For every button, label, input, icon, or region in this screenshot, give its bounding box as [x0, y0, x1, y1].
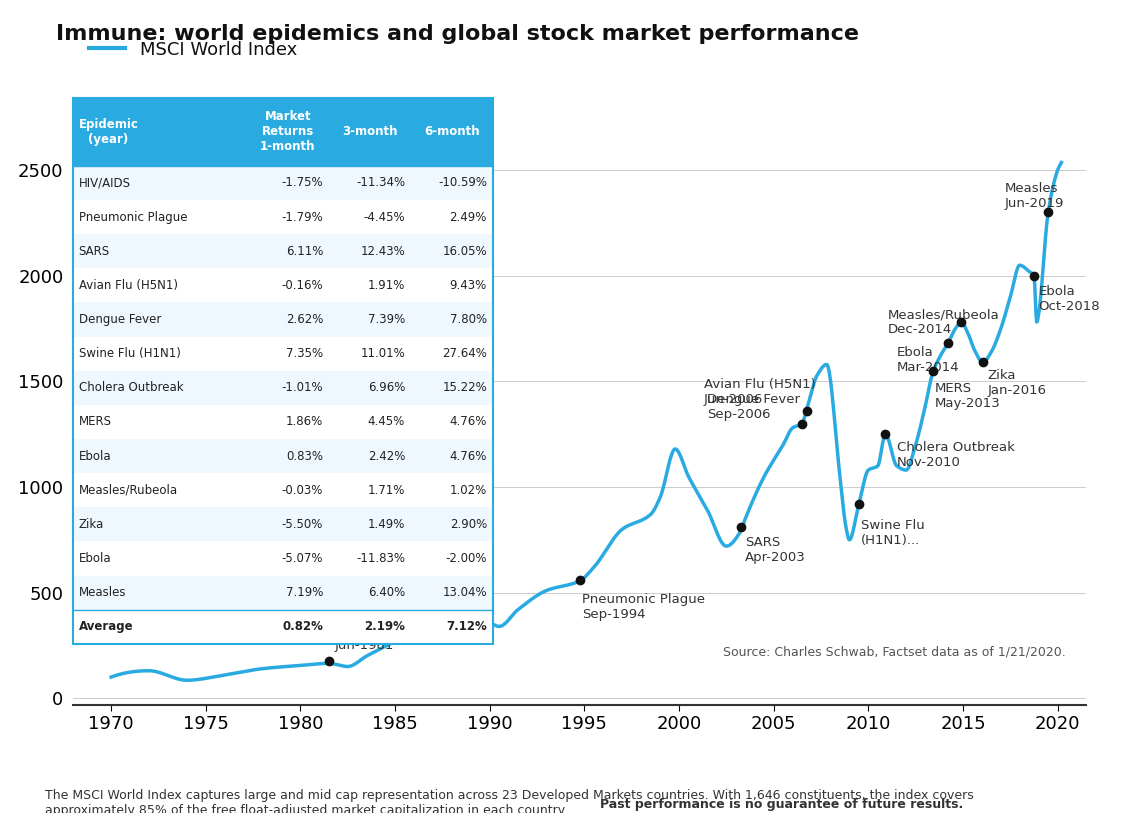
Text: -1.79%: -1.79% — [282, 211, 323, 224]
Text: Past performance is no guarantee of future results.: Past performance is no guarantee of futu… — [600, 798, 964, 811]
Text: 6-month: 6-month — [424, 125, 479, 138]
Text: -11.83%: -11.83% — [356, 552, 405, 565]
Text: 4.45%: 4.45% — [368, 415, 405, 428]
Text: Pneumonic Plague
Sep-1994: Pneumonic Plague Sep-1994 — [582, 593, 706, 621]
Text: 7.19%: 7.19% — [286, 586, 323, 599]
Text: Cholera Outbreak
Nov-2010: Cholera Outbreak Nov-2010 — [896, 441, 1014, 469]
Text: -0.03%: -0.03% — [282, 484, 323, 497]
Text: SARS: SARS — [79, 245, 110, 258]
Text: Ebola
Oct-2018: Ebola Oct-2018 — [1039, 285, 1101, 313]
Text: -11.34%: -11.34% — [356, 176, 405, 189]
Text: Average: Average — [79, 620, 134, 633]
Text: Measles: Measles — [79, 586, 126, 599]
Text: Avian Flu (H5N1)
Jun-2006: Avian Flu (H5N1) Jun-2006 — [703, 378, 816, 406]
Text: 16.05%: 16.05% — [442, 245, 487, 258]
Text: Avian Flu (H5N1): Avian Flu (H5N1) — [79, 279, 177, 292]
Text: 27.64%: 27.64% — [442, 347, 487, 360]
Text: -10.59%: -10.59% — [438, 176, 487, 189]
Text: 1.49%: 1.49% — [368, 518, 405, 531]
Text: Measles/Rubeola
Dec-2014: Measles/Rubeola Dec-2014 — [888, 308, 999, 337]
Text: 12.43%: 12.43% — [360, 245, 405, 258]
Text: 13.04%: 13.04% — [442, 586, 487, 599]
Text: 6.96%: 6.96% — [368, 381, 405, 394]
Text: 3-month: 3-month — [342, 125, 397, 138]
Text: 1.02%: 1.02% — [450, 484, 487, 497]
Text: 2.90%: 2.90% — [450, 518, 487, 531]
Text: 9.43%: 9.43% — [450, 279, 487, 292]
Text: 7.39%: 7.39% — [368, 313, 405, 326]
Text: 15.22%: 15.22% — [442, 381, 487, 394]
Text: Immune: world epidemics and global stock market performance: Immune: world epidemics and global stock… — [56, 24, 859, 45]
Text: -1.75%: -1.75% — [282, 176, 323, 189]
Text: 2.42%: 2.42% — [368, 450, 405, 463]
Text: Pneumonic Plague: Pneumonic Plague — [79, 211, 187, 224]
Text: HIV/AIDS
Jun-1981: HIV/AIDS Jun-1981 — [334, 624, 394, 652]
Text: MERS: MERS — [79, 415, 111, 428]
Legend: MSCI World Index: MSCI World Index — [82, 33, 304, 66]
Text: 7.12%: 7.12% — [447, 620, 487, 633]
Text: -1.01%: -1.01% — [282, 381, 323, 394]
Text: Dengue Fever
Sep-2006: Dengue Fever Sep-2006 — [708, 393, 800, 421]
Text: -5.07%: -5.07% — [282, 552, 323, 565]
Text: -5.50%: -5.50% — [282, 518, 323, 531]
Text: 0.83%: 0.83% — [286, 450, 323, 463]
Text: Zika
Jan-2016: Zika Jan-2016 — [987, 369, 1047, 398]
Text: Market
Returns
1-month: Market Returns 1-month — [260, 111, 315, 153]
Text: Cholera Outbreak: Cholera Outbreak — [79, 381, 183, 394]
Text: -4.45%: -4.45% — [364, 211, 405, 224]
Text: 2.62%: 2.62% — [286, 313, 323, 326]
Text: 4.76%: 4.76% — [450, 450, 487, 463]
Text: 1.91%: 1.91% — [368, 279, 405, 292]
Text: -2.00%: -2.00% — [445, 552, 487, 565]
Text: 6.40%: 6.40% — [368, 586, 405, 599]
Text: Dengue Fever: Dengue Fever — [79, 313, 160, 326]
Text: 4.76%: 4.76% — [450, 415, 487, 428]
Text: 7.35%: 7.35% — [286, 347, 323, 360]
Text: Ebola: Ebola — [79, 552, 111, 565]
Text: Source: Charles Schwab, Factset data as of 1/21/2020.: Source: Charles Schwab, Factset data as … — [723, 646, 1066, 659]
Text: Ebola
Mar-2014: Ebola Mar-2014 — [896, 346, 959, 374]
Text: Ebola: Ebola — [79, 450, 111, 463]
Text: MERS
May-2013: MERS May-2013 — [935, 382, 1001, 411]
Text: 1.86%: 1.86% — [286, 415, 323, 428]
Text: Swine Flu
(H1N1)...: Swine Flu (H1N1)... — [861, 520, 925, 547]
Text: 1.71%: 1.71% — [368, 484, 405, 497]
Text: HIV/AIDS: HIV/AIDS — [79, 176, 130, 189]
Text: The MSCI World Index captures large and mid cap representation across 23 Develop: The MSCI World Index captures large and … — [45, 789, 974, 813]
Text: 6.11%: 6.11% — [286, 245, 323, 258]
Text: Measles/Rubeola: Measles/Rubeola — [79, 484, 177, 497]
Text: Zika: Zika — [79, 518, 104, 531]
Text: Swine Flu (H1N1): Swine Flu (H1N1) — [79, 347, 181, 360]
Text: 7.80%: 7.80% — [450, 313, 487, 326]
Text: 2.19%: 2.19% — [365, 620, 405, 633]
Text: -0.16%: -0.16% — [282, 279, 323, 292]
Text: Measles
Jun-2019: Measles Jun-2019 — [1004, 181, 1064, 210]
Text: 0.82%: 0.82% — [283, 620, 323, 633]
Text: 11.01%: 11.01% — [360, 347, 405, 360]
Text: SARS
Apr-2003: SARS Apr-2003 — [745, 537, 806, 564]
Text: Epidemic
(year): Epidemic (year) — [79, 118, 138, 146]
Text: 2.49%: 2.49% — [450, 211, 487, 224]
